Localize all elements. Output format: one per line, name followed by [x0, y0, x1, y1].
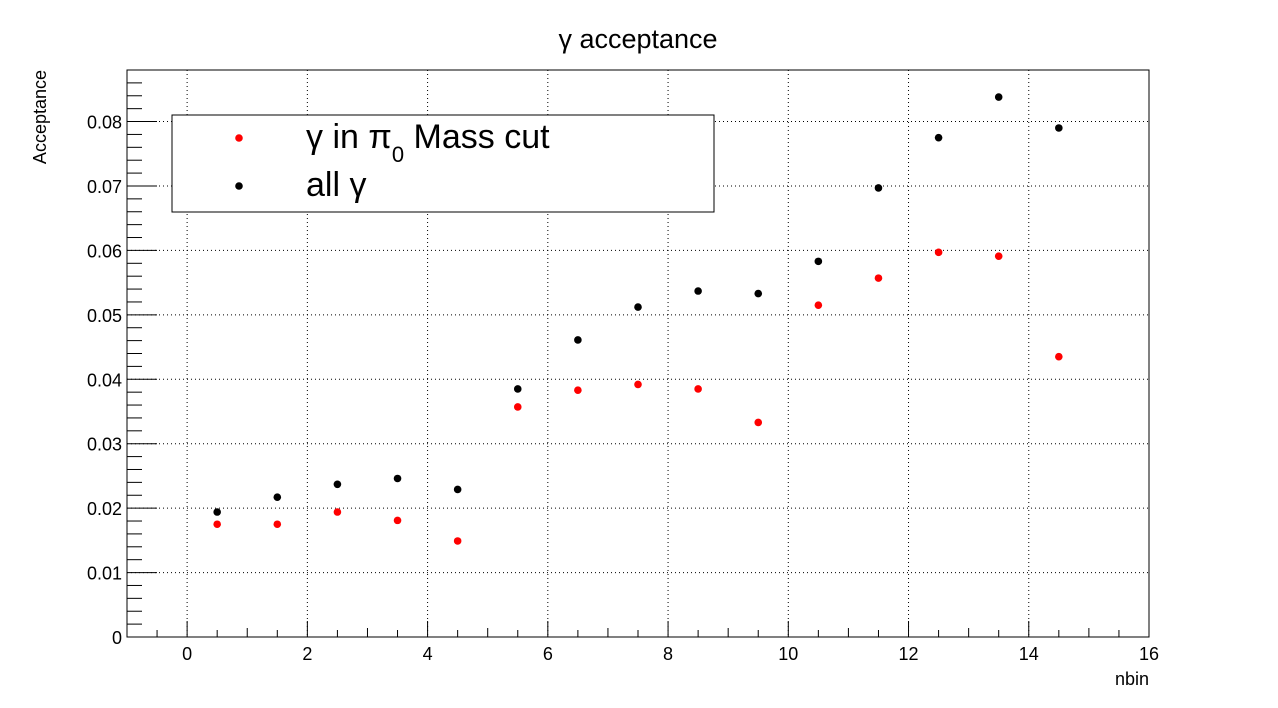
data-point	[213, 520, 221, 529]
x-tick-label: 2	[302, 644, 312, 664]
legend-label-tail: Mass cut	[404, 118, 550, 156]
x-axis-label: nbin	[1115, 669, 1149, 689]
data-point	[934, 248, 943, 257]
data-point	[1055, 352, 1063, 361]
x-tick-label: 8	[663, 644, 673, 664]
data-point	[1055, 124, 1063, 132]
x-tick-label: 6	[543, 644, 553, 664]
data-points	[213, 93, 1063, 545]
y-tick-label: 0.01	[87, 564, 122, 584]
y-tick-label: 0.04	[87, 370, 122, 390]
data-point	[694, 385, 702, 393]
y-axis-label: Acceptance	[30, 70, 50, 164]
data-point	[513, 385, 522, 393]
data-point	[333, 480, 342, 489]
x-tick-label: 4	[423, 644, 433, 664]
x-tick-label: 0	[182, 644, 192, 664]
data-point	[453, 485, 462, 494]
data-point	[393, 516, 402, 525]
plot-frame	[126, 69, 1150, 638]
data-point	[814, 257, 823, 266]
legend-marker	[235, 134, 243, 142]
data-point	[333, 508, 342, 516]
y-tick-label: 0.03	[87, 435, 122, 455]
data-point	[694, 287, 702, 295]
legend-box	[171, 114, 715, 213]
data-point	[513, 403, 522, 411]
y-tick-label: 0.08	[87, 113, 122, 133]
legend-label-main: all γ	[306, 166, 366, 204]
data-point	[574, 386, 582, 395]
legend-label: γ in π0 Mass cut	[306, 118, 550, 167]
legend-label-subscript: 0	[392, 142, 404, 167]
x-tick-label: 12	[899, 644, 919, 664]
data-point	[453, 537, 462, 545]
data-point	[634, 380, 642, 389]
y-tick-label: 0.05	[87, 306, 122, 326]
y-tick-label: 0.07	[87, 177, 122, 197]
data-point	[754, 289, 763, 298]
axes: 0 2 4 6 8 10 12 14 16 0 0.01 0.02 0.03 0.04 0.05 0.06 0.…	[87, 69, 1159, 664]
y-tick-label: 0.02	[87, 499, 122, 519]
data-point	[634, 303, 642, 311]
legend-label: all γ	[306, 166, 366, 204]
data-point	[994, 252, 1003, 261]
data-point	[393, 474, 402, 483]
data-point	[213, 508, 221, 516]
data-point	[273, 493, 282, 501]
data-point	[754, 418, 763, 427]
data-point	[934, 133, 943, 142]
chart-title: γ acceptance	[558, 24, 717, 54]
data-point	[994, 93, 1003, 101]
y-tick-label: 0.06	[87, 241, 122, 261]
data-point	[874, 184, 883, 192]
grid	[127, 70, 1149, 637]
x-tick-label: 16	[1139, 644, 1159, 664]
data-point	[874, 274, 883, 282]
data-point	[273, 520, 282, 529]
data-point	[574, 336, 582, 344]
x-tick-label: 14	[1019, 644, 1039, 664]
x-tick-label: 10	[778, 644, 798, 664]
legend-label-main: γ in π	[306, 118, 392, 156]
legend-marker	[235, 182, 243, 190]
data-point	[814, 301, 823, 309]
y-tick-label: 0	[112, 628, 122, 648]
